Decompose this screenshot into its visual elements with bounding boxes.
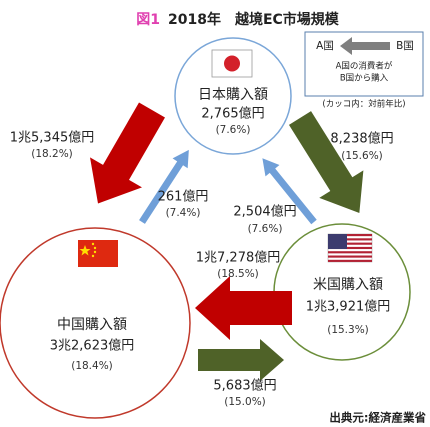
flag-us — [327, 233, 373, 263]
flow-amount: 2,504億円 — [233, 204, 296, 220]
legend-line: A国の消費者が — [336, 61, 393, 72]
flow-growth: (18.2%) — [31, 148, 73, 160]
node-growth: (15.3%) — [327, 324, 369, 336]
flow-arrow — [195, 276, 292, 340]
legend-a: A国 — [316, 40, 334, 52]
source: 出典元:経済産業省 — [329, 411, 426, 425]
flag-japan — [211, 49, 253, 78]
flow-growth: (18.5%) — [217, 268, 259, 280]
flow-amount: 1兆7,278億円 — [196, 250, 281, 266]
node-circle — [0, 227, 191, 419]
node-amount: 2,765億円 — [201, 106, 264, 122]
node-circle — [174, 37, 292, 155]
node-growth: (18.4%) — [71, 360, 113, 372]
node-label: 中国購入額 — [57, 317, 127, 333]
flow-arrow — [198, 339, 284, 381]
legend-b: B国 — [396, 40, 414, 52]
flow-amount: 1兆5,345億円 — [10, 130, 95, 146]
flow-growth: (15.6%) — [341, 150, 383, 162]
flow-amount: 5,683億円 — [213, 378, 276, 394]
flow-amount: 8,238億円 — [330, 131, 393, 147]
legend-arrow — [340, 37, 390, 55]
node-amount: 3兆2,623億円 — [50, 338, 135, 354]
flow-arrow — [90, 102, 165, 204]
flow-amount: 261億円 — [158, 189, 209, 205]
title: 2018年 越境EC市場規模 — [168, 11, 340, 28]
legend-note: (カッコ内：対前年比) — [322, 99, 405, 110]
legend-line: B国から購入 — [340, 73, 389, 84]
flow-growth: (7.4%) — [166, 207, 201, 219]
flag-china — [78, 240, 118, 267]
node-amount: 1兆3,921億円 — [306, 299, 391, 315]
flow-growth: (7.6%) — [248, 223, 283, 235]
flow-arrow — [288, 111, 364, 213]
node-growth: (7.6%) — [216, 124, 251, 136]
node-label: 日本購入額 — [198, 87, 268, 103]
flow-growth: (15.0%) — [224, 396, 266, 408]
legend: A国 B国 A国の消費者が B国から購入 — [304, 31, 424, 97]
flow-arrow — [262, 158, 317, 225]
flow-arrow — [139, 149, 189, 224]
figure-label: 図1 — [136, 12, 160, 28]
node-label: 米国購入額 — [313, 277, 383, 293]
